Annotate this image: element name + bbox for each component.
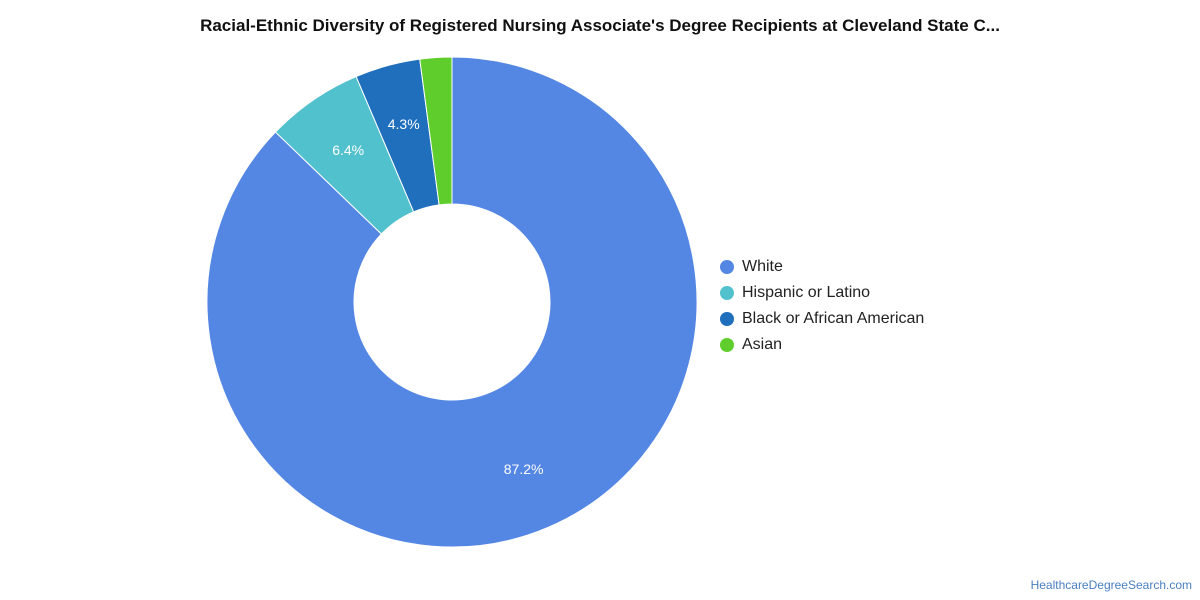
- legend: White Hispanic or Latino Black or Africa…: [720, 254, 924, 358]
- legend-swatch-hispanic-or-latino: [720, 286, 734, 300]
- donut-slice-white[interactable]: [206, 56, 698, 548]
- legend-label-hispanic-or-latino: Hispanic or Latino: [742, 284, 871, 301]
- legend-item-asian[interactable]: Asian: [720, 332, 924, 358]
- slice-label-white: 87.2%: [504, 461, 544, 477]
- slice-label-black-or-african-american: 4.3%: [388, 116, 420, 132]
- chart-title: Racial-Ethnic Diversity of Registered Nu…: [200, 16, 1000, 35]
- legend-label-white: White: [742, 258, 783, 275]
- legend-item-white[interactable]: White: [720, 254, 924, 280]
- donut-slice-asian[interactable]: [419, 56, 453, 206]
- legend-item-hispanic-or-latino[interactable]: Hispanic or Latino: [720, 280, 924, 306]
- legend-item-black-or-african-american[interactable]: Black or African American: [720, 306, 924, 332]
- legend-swatch-asian: [720, 338, 734, 352]
- source-credit-link[interactable]: HealthcareDegreeSearch.com: [1030, 578, 1192, 592]
- legend-label-black-or-african-american: Black or African American: [742, 310, 925, 327]
- legend-label-asian: Asian: [742, 336, 783, 353]
- legend-swatch-black-or-african-american: [720, 312, 734, 326]
- slice-label-hispanic-or-latino: 6.4%: [332, 142, 364, 158]
- legend-swatch-white: [720, 260, 734, 274]
